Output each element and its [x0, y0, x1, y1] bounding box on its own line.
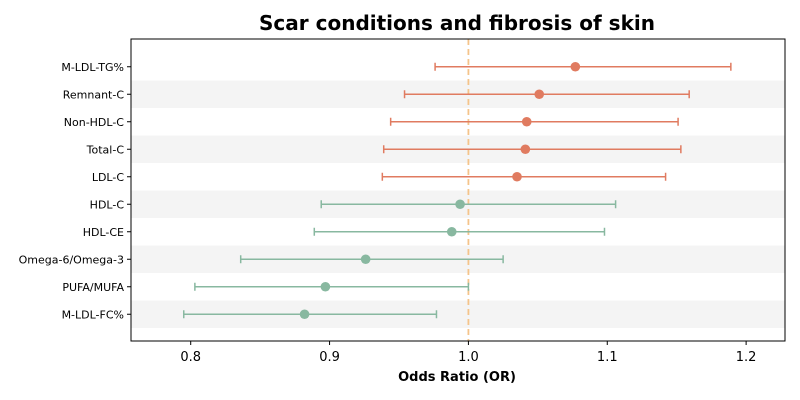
or-point — [446, 226, 457, 237]
plot-frame — [130, 38, 786, 342]
row-label: Remnant-C — [63, 88, 125, 101]
x-axis-label: Odds Ratio (OR) — [398, 370, 516, 385]
row-label: M-LDL-TG% — [61, 61, 124, 74]
row-label: HDL-C — [90, 198, 125, 211]
forest-row: M-LDL-FC% — [62, 308, 438, 321]
or-point — [299, 309, 310, 320]
forest-row: Total-C — [86, 143, 682, 156]
x-tick-label: 1.0 — [458, 350, 479, 365]
x-tick-label: 1.2 — [736, 350, 757, 365]
or-point — [570, 61, 581, 72]
x-tick-label: 0.9 — [319, 350, 340, 365]
forest-row: Omega-6/Omega-3 — [19, 253, 504, 266]
forest-row: PUFA/MUFA — [62, 281, 470, 294]
or-point — [534, 89, 545, 100]
forest-row: LDL-C — [92, 171, 667, 184]
row-label: M-LDL-FC% — [62, 308, 124, 321]
row-label: Non-HDL-C — [64, 116, 125, 129]
chart-title: Scar conditions and fibrosis of skin — [259, 11, 655, 35]
forest-row: M-LDL-TG% — [61, 61, 732, 74]
x-axis: 0.8 0.9 1.0 1.1 1.2 — [180, 341, 756, 365]
forest-row: HDL-CE — [83, 226, 606, 239]
x-tick-label: 1.1 — [597, 350, 618, 365]
rows: M-LDL-TG% Remnant-C Non-HDL-C Total-C LDL-C H… — [19, 61, 732, 321]
forest-row: Remnant-C — [63, 88, 690, 101]
or-point — [512, 171, 522, 182]
row-label: HDL-CE — [83, 226, 124, 239]
row-label: LDL-C — [92, 171, 125, 184]
forest-row: Non-HDL-C — [64, 116, 679, 129]
or-point — [360, 254, 371, 265]
row-label: Omega-6/Omega-3 — [19, 253, 124, 266]
row-label: Total-C — [86, 143, 125, 156]
row-label: PUFA/MUFA — [62, 281, 124, 294]
forest-row: HDL-C — [90, 198, 617, 211]
or-point — [455, 199, 465, 210]
or-point — [320, 281, 331, 292]
or-point — [520, 144, 531, 155]
or-point — [521, 116, 532, 127]
x-tick-label: 0.8 — [180, 350, 201, 365]
